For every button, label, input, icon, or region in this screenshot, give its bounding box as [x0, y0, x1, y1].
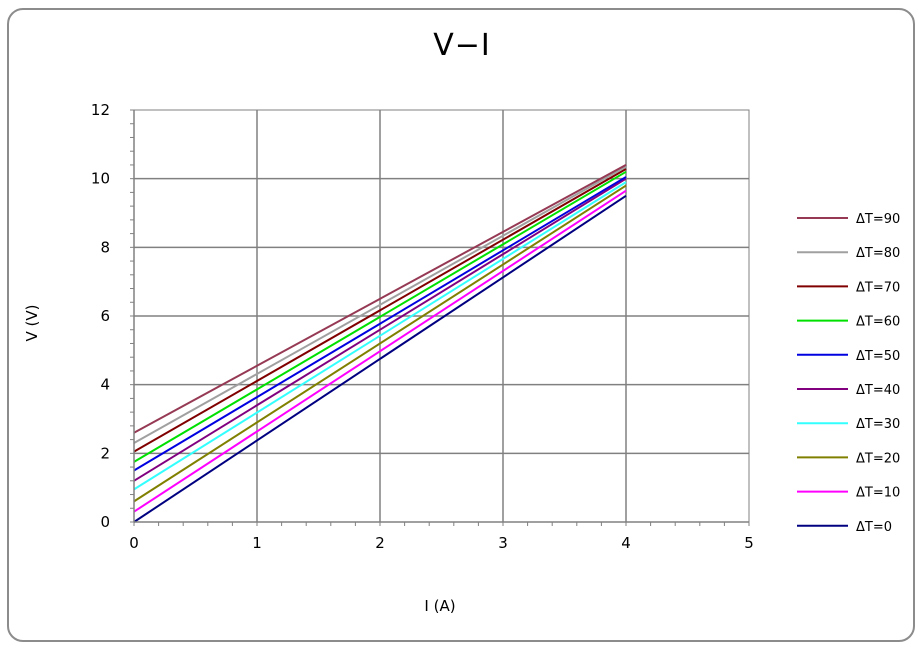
legend: ΔT=90 ΔT=80 ΔT=70 ΔT=60 ΔT=50 ΔT=40 ΔT=30 ΔT=20… [797, 212, 900, 535]
grid-layer [133, 109, 750, 523]
series-layer [133, 164, 627, 523]
y-tick-label: 10 [91, 170, 110, 188]
series-line [133, 189, 627, 513]
series-line [133, 181, 627, 491]
legend-label: ΔT=10 [856, 486, 900, 501]
chart-title: V−I [433, 28, 491, 63]
x-tick-label: 4 [621, 534, 631, 552]
series-line [133, 184, 627, 503]
series-line [133, 170, 627, 463]
y-tick-label: 12 [91, 101, 110, 119]
axis-layer [130, 109, 750, 526]
series-line [133, 194, 627, 523]
y-tick-label: 4 [100, 376, 110, 394]
y-tick-label: 6 [100, 307, 110, 325]
legend-label: ΔT=0 [856, 520, 892, 535]
y-tick-label: 8 [100, 238, 110, 256]
series-line [133, 165, 627, 444]
series-line [133, 164, 627, 434]
legend-label: ΔT=90 [856, 212, 900, 227]
x-tick-label: 0 [129, 534, 139, 552]
x-tick-label: 1 [252, 534, 262, 552]
series-line [133, 176, 627, 472]
legend-label: ΔT=40 [856, 383, 900, 398]
legend-label: ΔT=80 [856, 246, 900, 261]
x-tick-label: 2 [375, 534, 385, 552]
x-tick-label: 5 [744, 534, 754, 552]
legend-label: ΔT=20 [856, 451, 900, 466]
legend-label: ΔT=50 [856, 349, 900, 364]
legend-label: ΔT=70 [856, 280, 900, 295]
y-tick-label: 0 [100, 513, 110, 531]
series-line [133, 177, 627, 482]
series-line [133, 168, 627, 453]
y-axis-title: V (V) [23, 305, 41, 342]
x-axis-title: I (A) [424, 597, 455, 615]
legend-label: ΔT=30 [856, 417, 900, 432]
y-tick-label: 2 [100, 444, 110, 462]
legend-label: ΔT=60 [856, 315, 900, 330]
x-tick-label: 3 [498, 534, 508, 552]
